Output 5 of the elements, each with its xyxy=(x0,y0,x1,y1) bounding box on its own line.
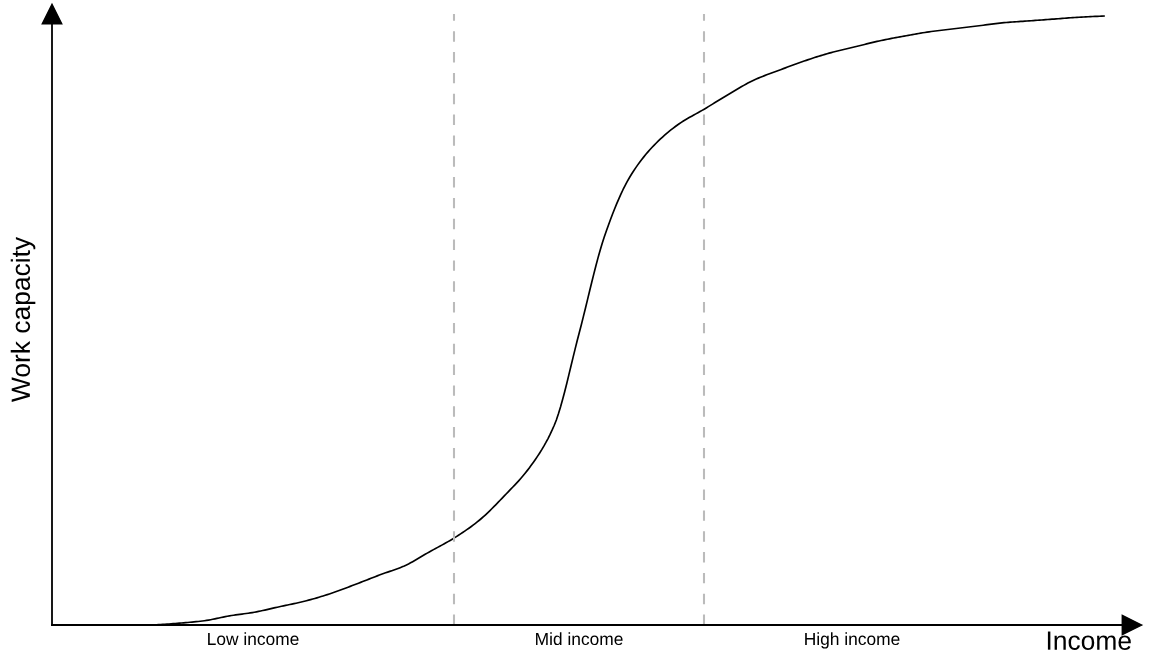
text: Mid income xyxy=(536,632,623,646)
y-axis-title: Work capacity xyxy=(10,236,36,402)
text: High income xyxy=(805,632,900,649)
text: Low income xyxy=(208,632,299,646)
x-axis-title: Income xyxy=(1047,631,1131,650)
